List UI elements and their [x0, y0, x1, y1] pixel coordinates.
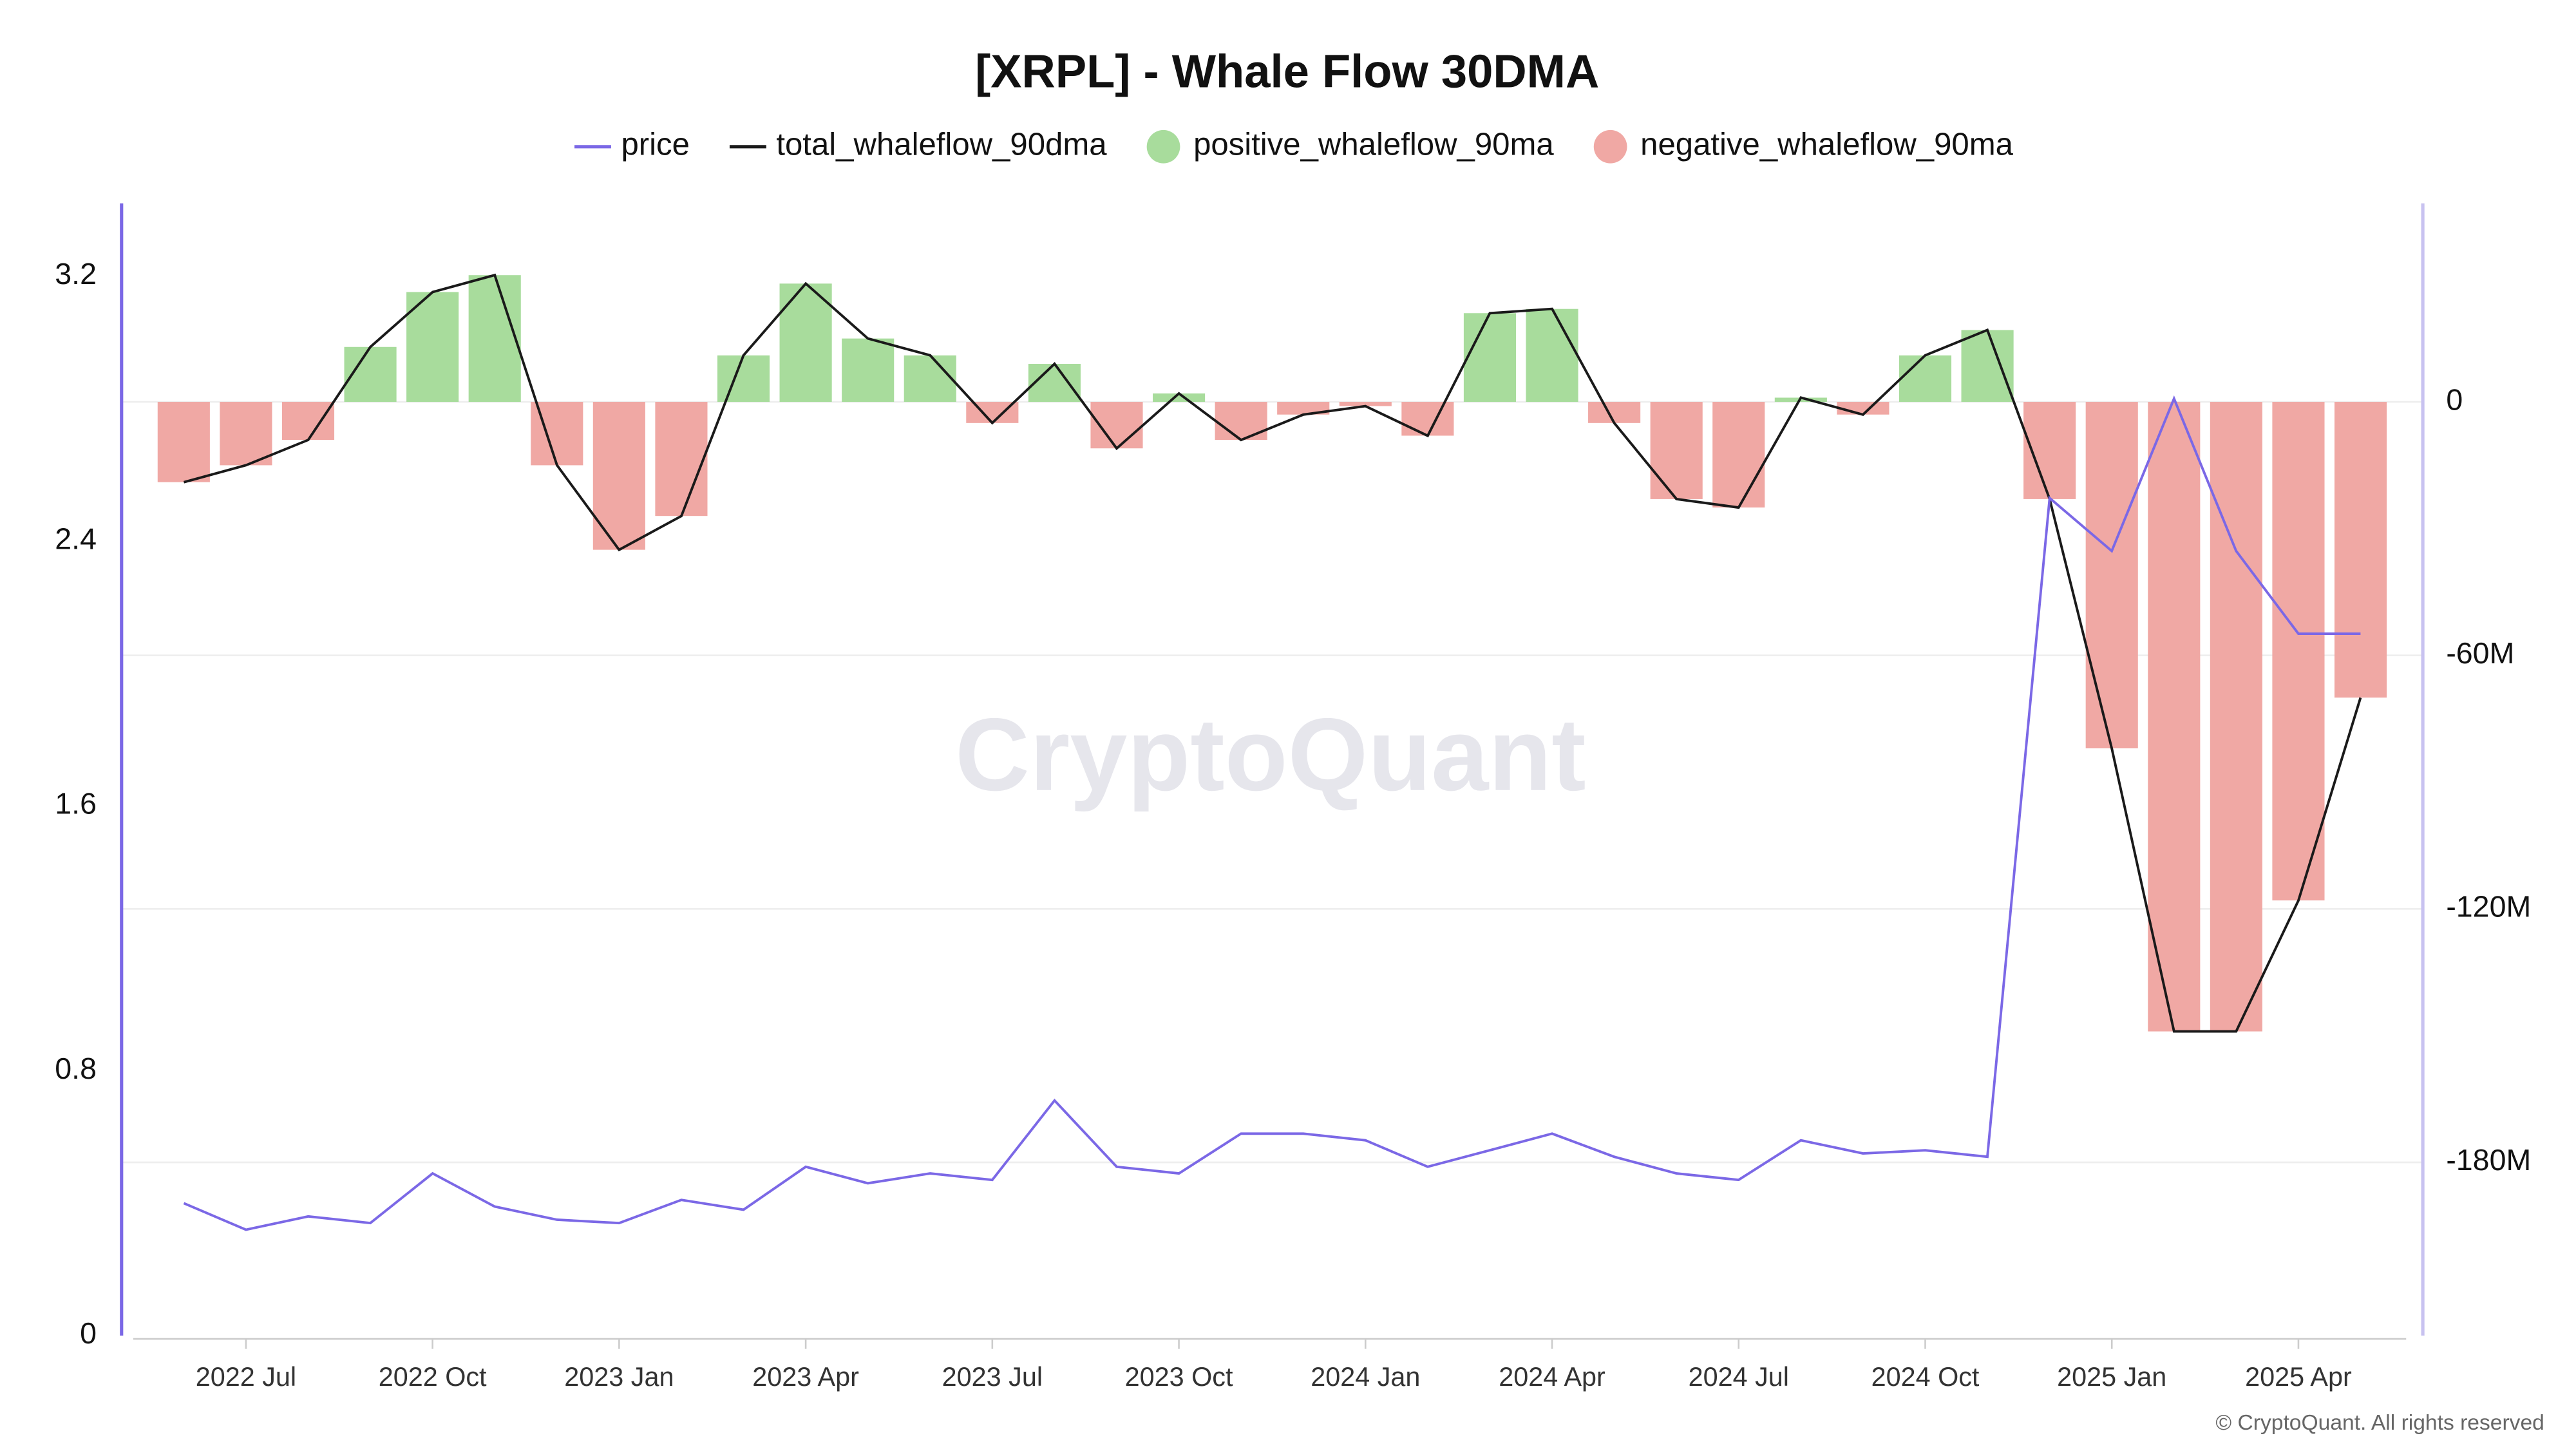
bar [1339, 402, 1392, 406]
legend-label: positive_whaleflow_90ma [1193, 128, 1554, 162]
bar [2210, 402, 2262, 1032]
legend-swatch [1593, 129, 1627, 164]
y-tick-label: 2.4 [55, 522, 97, 555]
copyright: © CryptoQuant. All rights reserved [2215, 1411, 2544, 1435]
bar [220, 402, 272, 466]
bar [717, 355, 770, 402]
bar [1837, 402, 1889, 415]
bar [2272, 402, 2325, 901]
chart-title: [XRPL] - Whale Flow 30DMA [975, 46, 1599, 98]
bar [2148, 402, 2201, 1032]
bar [1401, 402, 1454, 436]
bar [2334, 402, 2387, 698]
legend-label: total_whaleflow_90dma [776, 128, 1107, 162]
bar [1650, 402, 1703, 499]
bar [1153, 393, 1206, 402]
bar [1526, 308, 1578, 402]
bar [592, 402, 645, 550]
x-tick-label: 2022 Jul [196, 1362, 296, 1392]
bar [2085, 402, 2138, 749]
line [183, 395, 2361, 1231]
legend-label: negative_whaleflow_90ma [1640, 128, 2013, 162]
x-tick-label: 2024 Apr [1499, 1362, 1605, 1392]
bar [468, 275, 521, 402]
bar [1277, 402, 1330, 415]
x-tick-label: 2023 Oct [1125, 1362, 1233, 1392]
bar [842, 338, 895, 402]
bar [1463, 313, 1517, 402]
line [183, 273, 2362, 1033]
bar [406, 292, 459, 402]
y2-tick-label: 0 [2446, 383, 2463, 416]
y2-tick-label: -180M [2446, 1143, 2531, 1177]
bar [281, 402, 335, 440]
x-tick-label: 2025 Apr [2245, 1362, 2352, 1392]
x-tick-label: 2024 Jul [1689, 1362, 1789, 1392]
y2-tick-label: -120M [2446, 890, 2531, 923]
x-tick-label: 2024 Jan [1311, 1362, 1420, 1392]
x-tick-label: 2023 Jan [564, 1362, 674, 1392]
bar [157, 402, 210, 482]
bar [1215, 402, 1267, 440]
bar [904, 355, 956, 402]
bar [1028, 363, 1081, 402]
bar [1588, 402, 1641, 423]
x-tick-label: 2025 Jan [2057, 1362, 2166, 1392]
x-tick-label: 2022 Oct [379, 1362, 487, 1392]
legend-swatch [1146, 129, 1180, 164]
watermark: CryptoQuant [955, 697, 1586, 812]
legend-label: price [621, 128, 689, 162]
bar [655, 402, 708, 516]
x-tick-label: 2023 Jul [942, 1362, 1043, 1392]
y-tick-label: 0.8 [55, 1052, 97, 1085]
y-tick-label: 3.2 [55, 257, 97, 290]
bar [1712, 402, 1765, 508]
x-tick-label: 2024 Oct [1871, 1362, 1980, 1392]
x-tick-label: 2023 Apr [752, 1362, 859, 1392]
bar [1961, 330, 2014, 402]
y-tick-label: 1.6 [55, 787, 97, 820]
y2-tick-label: -60M [2446, 636, 2514, 670]
bar [1899, 355, 1952, 402]
y-tick-label: 0 [80, 1316, 97, 1350]
